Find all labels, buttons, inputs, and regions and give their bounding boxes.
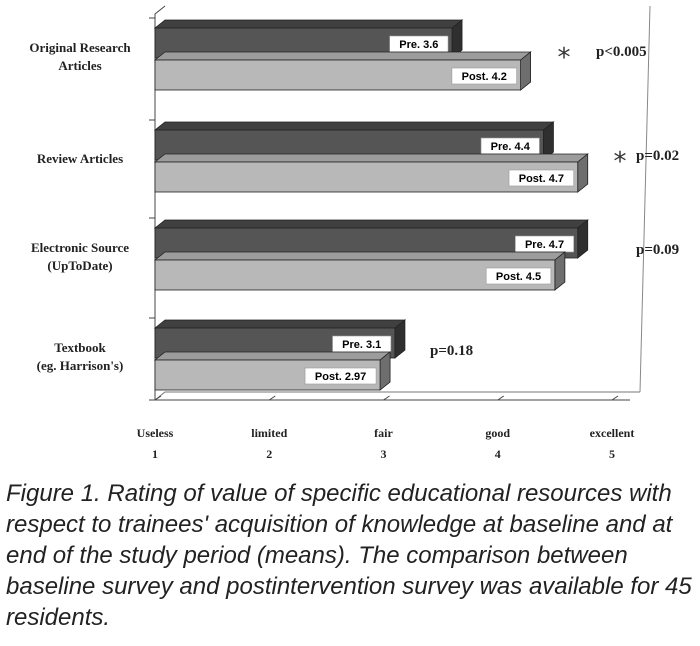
figure-caption: Figure 1. Rating of value of specific ed… (6, 480, 692, 631)
data-label: Post. 4.7 (519, 173, 564, 185)
data-label-box (508, 169, 575, 187)
x-tick-mark (154, 395, 162, 401)
bar-top-face (153, 19, 464, 29)
x-tick-label: good (485, 426, 510, 440)
x-tick-number: 2 (266, 447, 272, 461)
x-tick-label: limited (251, 426, 287, 440)
category-label: Articles (58, 58, 101, 73)
data-label: Pre. 3.6 (399, 39, 438, 51)
x-tick-mark (383, 395, 390, 401)
x-tick-mark (497, 395, 505, 401)
data-label-box (451, 67, 517, 85)
x-tick-number: 4 (495, 447, 501, 461)
bar-chart: Useless 1 limited 2 fair 3 good 4 excellent 5 Orig… (29, 5, 679, 461)
category-label: Textbook (54, 340, 106, 355)
data-label-box (485, 267, 552, 285)
x-tick-mark (268, 395, 276, 401)
category-label: Electronic Source (31, 240, 129, 255)
category-label: Review Articles (37, 151, 123, 166)
bar-top-face (153, 121, 555, 131)
axis-back-edge (639, 5, 651, 393)
significance-star: * (558, 43, 571, 73)
bar-post (154, 59, 522, 91)
data-label: Pre. 4.7 (525, 239, 564, 251)
bar-top-face (153, 219, 589, 229)
axis-floor-back (154, 391, 640, 401)
p-value-label: p<0.005 (596, 44, 647, 60)
x-tick-number: 3 (381, 447, 387, 461)
category-label: (UpToDate) (47, 258, 112, 273)
data-label: Post. 4.5 (496, 271, 541, 283)
category-label: (eg. Harrison's) (37, 358, 124, 373)
data-label: Post. 4.2 (462, 71, 507, 83)
p-value-label: p=0.18 (430, 343, 473, 359)
category-label: Original Research (29, 40, 131, 55)
x-tick-label: excellent (590, 426, 635, 440)
bar-top-face (153, 319, 407, 329)
p-value-label: p=0.09 (636, 242, 679, 258)
x-tick-label: Useless (137, 426, 174, 440)
x-tick-number: 5 (609, 447, 615, 461)
data-label: Pre. 3.1 (342, 339, 381, 351)
data-label-box (304, 367, 377, 385)
bar-top-face (153, 351, 392, 361)
x-tick-label: fair (374, 426, 393, 440)
x-tick-mark (611, 395, 619, 401)
bar-top-face (153, 51, 532, 61)
significance-star: * (614, 147, 627, 177)
bar-top-face (153, 153, 589, 163)
data-label: Pre. 4.4 (491, 141, 531, 153)
data-label: Post. 2.97 (315, 371, 366, 383)
x-tick-number: 1 (152, 447, 158, 461)
bar-top-face (153, 251, 567, 261)
p-value-label: p=0.02 (636, 148, 679, 164)
bar-post (154, 161, 579, 193)
